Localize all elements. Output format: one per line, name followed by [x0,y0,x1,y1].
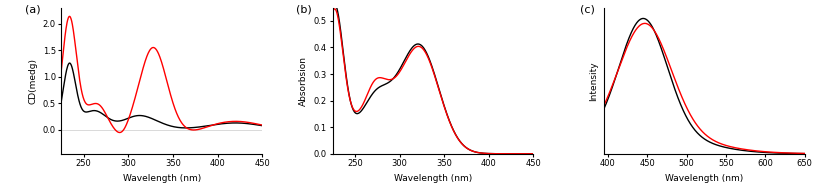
Y-axis label: Intensity: Intensity [589,61,598,100]
Y-axis label: CD(medg): CD(medg) [28,58,37,104]
Y-axis label: Absorbsion: Absorbsion [299,56,308,106]
X-axis label: Wavelength (nm): Wavelength (nm) [394,174,472,183]
Text: (a): (a) [25,5,41,15]
X-axis label: Wavelength (nm): Wavelength (nm) [665,174,743,183]
Text: (b): (b) [297,5,312,15]
Text: (c): (c) [580,5,595,15]
X-axis label: Wavelength (nm): Wavelength (nm) [123,174,201,183]
